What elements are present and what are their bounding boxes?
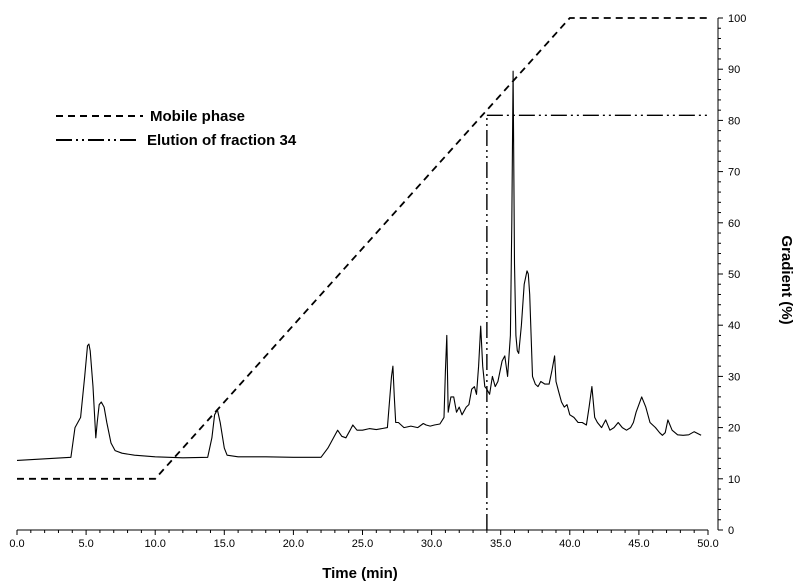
x-tick-label: 20.0 [283, 538, 304, 550]
y-tick-label: 20 [728, 423, 740, 435]
x-tick-label: 5.0 [78, 538, 93, 550]
x-tick-label: 35.0 [490, 538, 511, 550]
x-tick-label: 0.0 [9, 538, 24, 550]
y-tick-label: 50 [728, 269, 740, 281]
x-tick-label: 10.0 [144, 538, 165, 550]
mobile-phase-line [17, 17, 708, 480]
x-tick-label: 30.0 [421, 538, 442, 550]
x-tick-label: 25.0 [352, 538, 373, 550]
x-tick-label: 50.0 [697, 538, 718, 550]
axes: 0.0 5.0 10.0 15.0 20.0 25.0 30.0 35.0 40.0 45.0 50… [9, 13, 746, 550]
y-axis-title: Gradient (%) [778, 235, 795, 324]
legend: Mobile phase Elution of fraction 34 [56, 108, 297, 149]
x-tick-label: 45.0 [628, 538, 649, 550]
legend-label-elution-fraction-34: Elution of fraction 34 [147, 132, 297, 149]
y-tick-label: 70 [728, 167, 740, 179]
x-tick-label: 15.0 [214, 538, 235, 550]
x-tick-label: 40.0 [559, 538, 580, 550]
plot-area [16, 17, 708, 530]
legend-label-mobile-phase: Mobile phase [150, 108, 245, 125]
y-tick-label: 0 [728, 525, 734, 537]
y-tick-label: 90 [728, 64, 740, 76]
y-tick-label: 60 [728, 218, 740, 230]
y-tick-label: 40 [728, 320, 740, 332]
y-tick-label: 100 [728, 13, 746, 25]
y-tick-label: 30 [728, 371, 740, 383]
chromatogram-trace [16, 70, 702, 461]
y-tick-label: 10 [728, 474, 740, 486]
y-tick-label: 80 [728, 115, 740, 127]
x-axis-title: Time (min) [322, 565, 398, 582]
